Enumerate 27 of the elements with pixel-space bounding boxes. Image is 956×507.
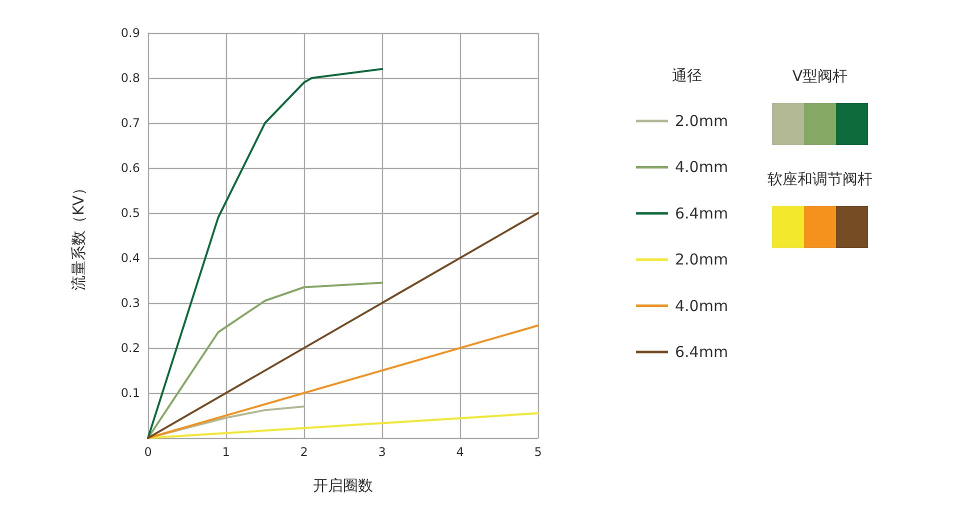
text: 软座和调节阀杆 (768, 170, 872, 188)
y-axis-title: 流量系数（KV） (70, 180, 88, 291)
y-tick-label: 0.9 (120, 26, 140, 40)
y-tick-label: 0.6 (120, 161, 140, 175)
x-axis-title: 开启圈数 (313, 476, 373, 494)
x-tick-label: 3 (378, 445, 386, 459)
legend-label: 6.4mm (675, 204, 728, 222)
y-tick-label: 0.1 (120, 386, 140, 400)
text: V型阀杆 (792, 67, 848, 85)
y-tick-label: 0.7 (120, 116, 140, 130)
x-tick-label: 1 (222, 445, 230, 459)
x-tick-label: 0 (144, 445, 152, 459)
legend-label: 4.0mm (675, 158, 728, 176)
y-tick-label: 0.8 (120, 71, 140, 85)
y-tick-label: 0.4 (120, 251, 140, 265)
legend-label: 2.0mm (675, 250, 728, 269)
x-tick-label: 5 (534, 445, 542, 459)
legend-label: 4.0mm (675, 296, 728, 315)
legend-title: 通径 (672, 66, 702, 84)
y-tick-label: 0.2 (120, 341, 140, 355)
y-tick-label: 0.5 (120, 206, 140, 220)
legend-label: 2.0mm (675, 112, 728, 130)
line-series (147, 68, 383, 439)
y-tick-label: 0.3 (120, 296, 140, 310)
legend-label: 6.4mm (675, 343, 728, 361)
x-tick-label: 2 (300, 445, 308, 459)
x-tick-label: 4 (456, 445, 464, 459)
